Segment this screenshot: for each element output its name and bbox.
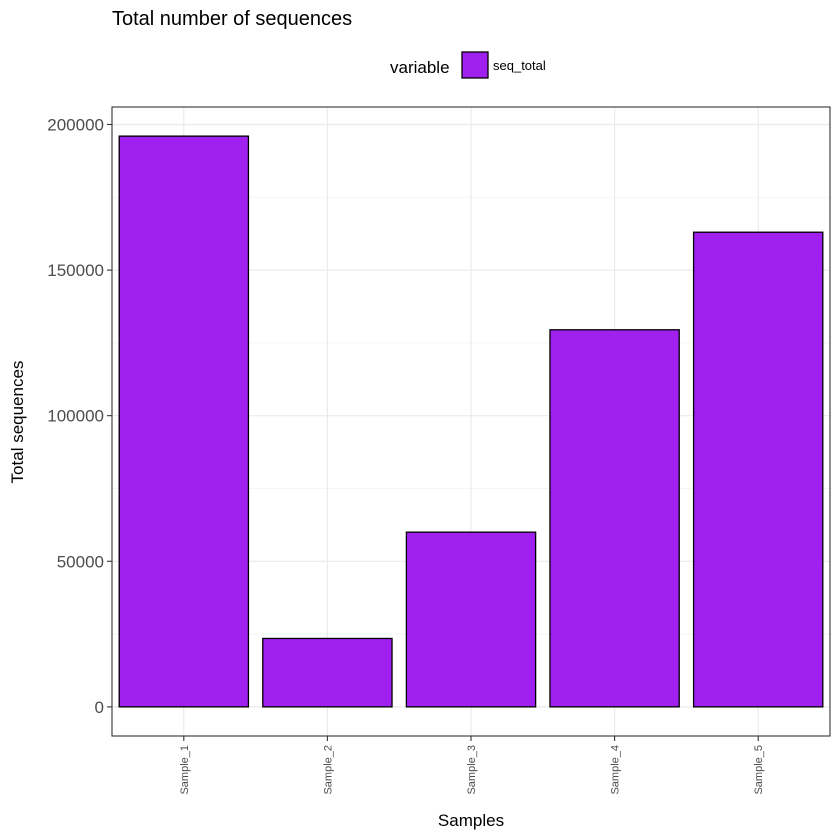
bar-sample-4 [549, 329, 680, 708]
bar-sample-5 [692, 231, 824, 708]
y-tick-label: 50000 [57, 552, 104, 571]
bar-sample-3 [405, 531, 537, 708]
x-tick-label: Sample_5 [753, 745, 765, 795]
y-axis-title: Total sequences [8, 361, 27, 484]
legend-swatch [461, 51, 489, 79]
bars [118, 135, 824, 708]
y-tick-label: 150000 [47, 261, 104, 280]
x-axis-title: Samples [438, 811, 504, 830]
legend-label-seq-total: seq_total [493, 58, 546, 73]
y-axis: 0 50000 100000 150000 200000 [47, 115, 112, 717]
y-tick-label: 100000 [47, 407, 104, 426]
y-tick-label: 200000 [47, 115, 104, 134]
bar-sample-1 [118, 135, 250, 708]
x-tick-label: Sample_1 [179, 745, 191, 795]
x-tick-label: Sample_4 [610, 745, 622, 795]
x-tick-label: Sample_3 [466, 745, 478, 795]
y-tick-label: 0 [95, 698, 104, 717]
legend-title: variable [390, 58, 450, 77]
bar-sample-2 [262, 637, 393, 708]
x-tick-label: Sample_2 [322, 745, 334, 795]
legend: variable seq_total [390, 51, 546, 79]
chart-title: Total number of sequences [112, 8, 352, 30]
x-axis: Sample_1 Sample_2 Sample_3 Sample_4 Sample_5 [179, 736, 765, 795]
